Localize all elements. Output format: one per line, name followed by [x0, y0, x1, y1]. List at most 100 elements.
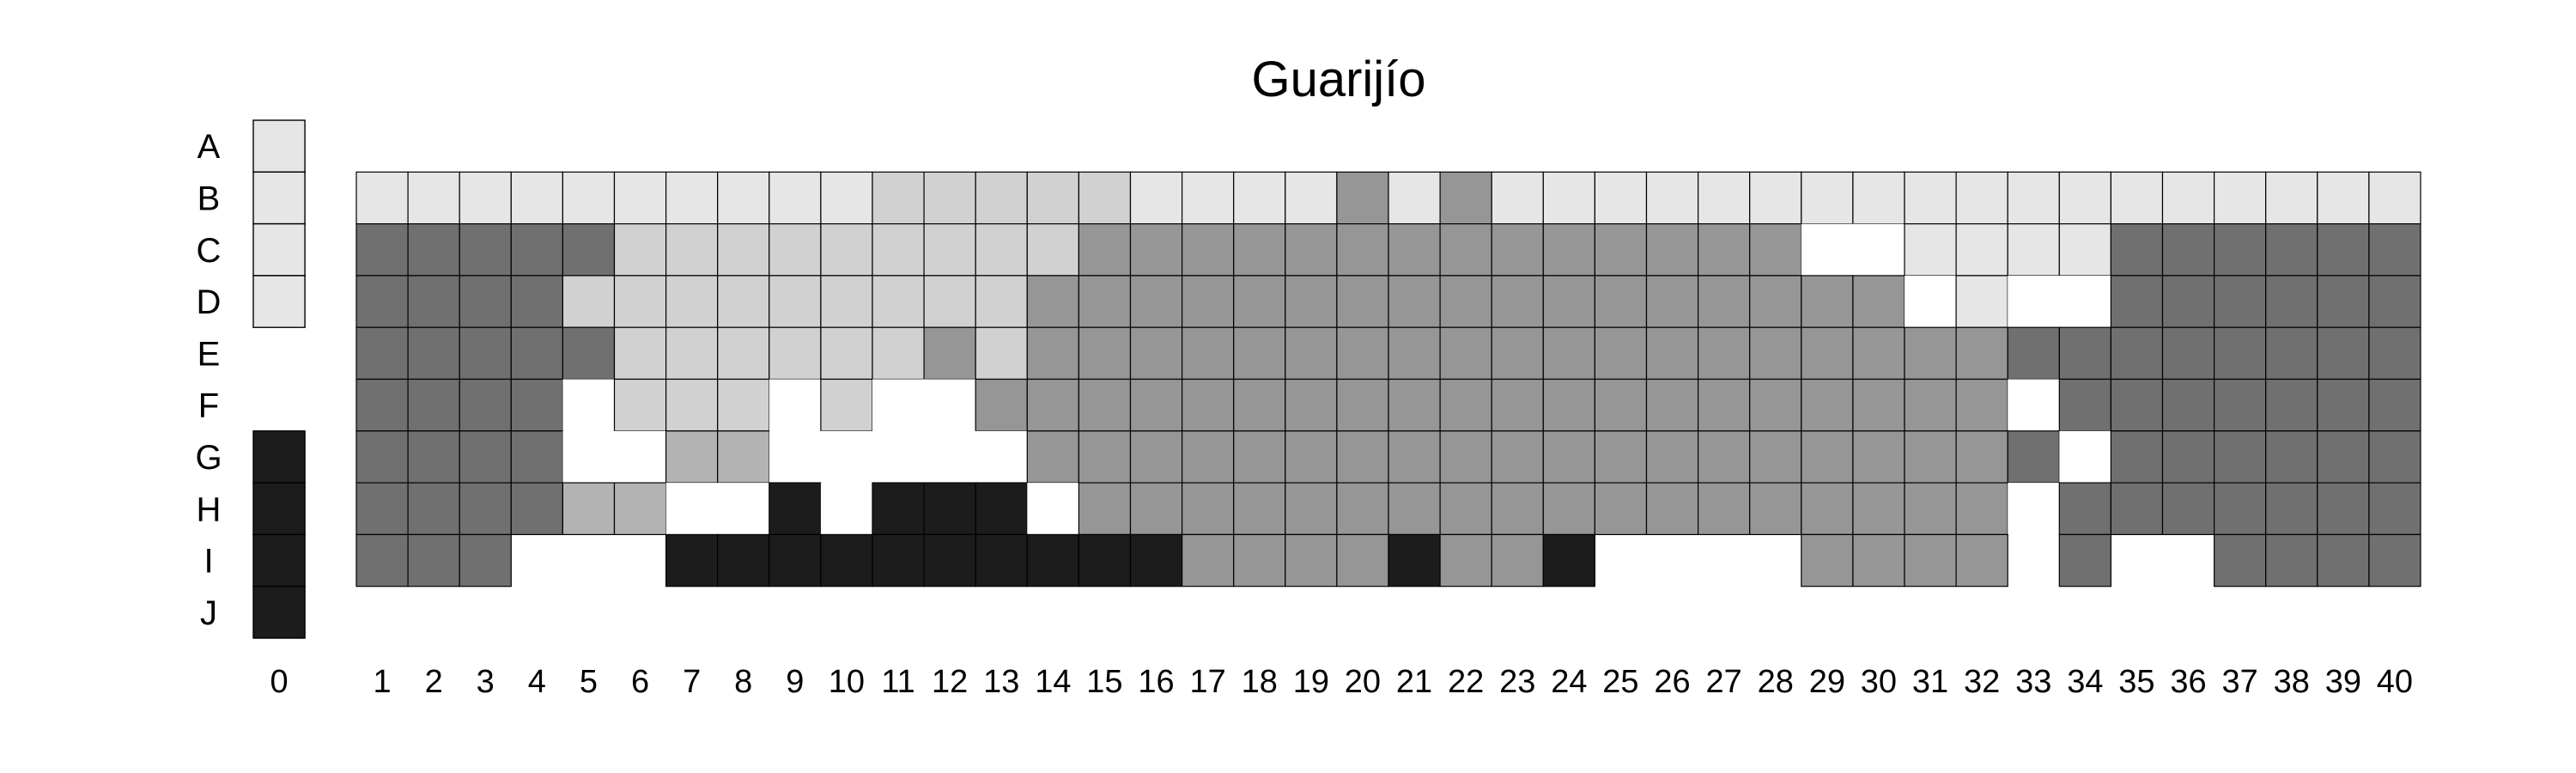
- cell-E-23: [1491, 326, 1544, 380]
- column-label-37: 37: [2222, 664, 2258, 700]
- cell-B-15: [1078, 171, 1132, 225]
- cell-G-7: [665, 430, 719, 484]
- cell-F-23: [1491, 378, 1544, 432]
- cell-G-30: [1852, 430, 1905, 484]
- cell-D-16: [1129, 275, 1183, 328]
- cell-B-9: [769, 171, 822, 225]
- cell-C-32: [1955, 223, 2008, 277]
- cell-F-24: [1542, 378, 1596, 432]
- column-label-25: 25: [1602, 664, 1638, 700]
- cell-B-17: [1181, 171, 1235, 225]
- column-label-33: 33: [2015, 664, 2051, 700]
- column-label-2: 2: [425, 664, 443, 700]
- cell-H-40: [2368, 482, 2421, 535]
- row-label-E: E: [197, 335, 221, 373]
- cell-F-36: [2161, 378, 2215, 432]
- cell-I-29: [1801, 533, 1854, 587]
- cell-E-20: [1336, 326, 1389, 380]
- row-label-F: F: [198, 387, 219, 425]
- column-label-17: 17: [1190, 664, 1226, 700]
- cell-C-4: [510, 223, 563, 277]
- cell-B-5: [562, 171, 616, 225]
- cell-G-3: [459, 430, 512, 484]
- cell-I-31: [1904, 533, 1957, 587]
- cell-G-1: [355, 430, 409, 484]
- chip-cell-B: [252, 171, 306, 225]
- cell-H-13: [975, 482, 1028, 535]
- column-label-40: 40: [2377, 664, 2413, 700]
- cell-E-29: [1801, 326, 1854, 380]
- cell-D-23: [1491, 275, 1544, 328]
- column-label-19: 19: [1293, 664, 1329, 700]
- cell-H-31: [1904, 482, 1957, 535]
- cell-C-20: [1336, 223, 1389, 277]
- cell-D-1: [355, 275, 409, 328]
- column-label-18: 18: [1242, 664, 1278, 700]
- cell-E-19: [1285, 326, 1338, 380]
- cell-C-34: [2058, 223, 2112, 277]
- cell-H-23: [1491, 482, 1544, 535]
- cell-D-24: [1542, 275, 1596, 328]
- cell-D-20: [1336, 275, 1389, 328]
- column-label-7: 7: [683, 664, 701, 700]
- cell-H-10: [820, 483, 872, 535]
- cell-D-8: [717, 275, 770, 328]
- column-label-21: 21: [1396, 664, 1432, 700]
- cell-H-17: [1181, 482, 1235, 535]
- cell-B-26: [1645, 171, 1699, 225]
- cell-F-20: [1336, 378, 1389, 432]
- heatmap-cells: [355, 171, 2421, 587]
- chip-column: [252, 119, 306, 639]
- cell-D-31: [1905, 275, 1957, 328]
- cell-B-29: [1801, 171, 1854, 225]
- cell-H-15: [1078, 482, 1132, 535]
- cell-D-26: [1645, 275, 1699, 328]
- cell-H-22: [1439, 482, 1492, 535]
- cell-C-19: [1285, 223, 1338, 277]
- cell-H-12: [923, 482, 976, 535]
- cell-F-3: [459, 378, 512, 432]
- column-labels: 0 1 2 3 4 5 6 7 8 9 10 11 12 13 14 15 16 17 18 19 20 21 22 23 24…: [270, 664, 2413, 700]
- cell-C-37: [2214, 223, 2267, 277]
- cell-C-5: [562, 223, 616, 277]
- chip-cell-D: [252, 275, 306, 328]
- cell-I-17: [1181, 533, 1235, 587]
- cell-B-40: [2368, 171, 2421, 225]
- cell-G-39: [2317, 430, 2370, 484]
- cell-C-23: [1491, 223, 1544, 277]
- cell-F-7: [665, 378, 719, 432]
- cell-I-8: [717, 533, 770, 587]
- column-label-30: 30: [1861, 664, 1897, 700]
- cell-B-30: [1852, 171, 1905, 225]
- cell-F-15: [1078, 378, 1132, 432]
- cell-E-13: [975, 326, 1028, 380]
- cell-I-16: [1129, 533, 1183, 587]
- row-label-C: C: [197, 232, 222, 270]
- cell-F-34: [2058, 378, 2112, 432]
- cell-B-16: [1129, 171, 1183, 225]
- cell-B-10: [820, 171, 873, 225]
- cell-G-24: [1542, 430, 1596, 484]
- chip-cell-H: [252, 482, 306, 536]
- cell-C-16: [1129, 223, 1183, 277]
- cell-C-13: [975, 223, 1028, 277]
- cell-C-3: [459, 223, 512, 277]
- cell-G-29: [1801, 430, 1854, 484]
- row-label-G: G: [195, 439, 222, 477]
- cell-C-31: [1904, 223, 1957, 277]
- column-label-11: 11: [881, 664, 914, 700]
- cell-C-10: [820, 223, 873, 277]
- column-label-32: 32: [1964, 664, 2000, 700]
- cell-H-16: [1129, 482, 1183, 535]
- cell-D-4: [510, 275, 563, 328]
- cell-B-14: [1026, 171, 1080, 225]
- cell-F-13: [975, 378, 1028, 432]
- cell-F-39: [2317, 378, 2370, 432]
- column-label-31: 31: [1912, 664, 1948, 700]
- cell-H-5: [562, 482, 616, 535]
- cell-E-9: [769, 326, 822, 380]
- cell-G-4: [510, 430, 563, 484]
- cell-E-25: [1594, 326, 1648, 380]
- cell-F-21: [1388, 378, 1441, 432]
- cell-I-12: [923, 533, 976, 587]
